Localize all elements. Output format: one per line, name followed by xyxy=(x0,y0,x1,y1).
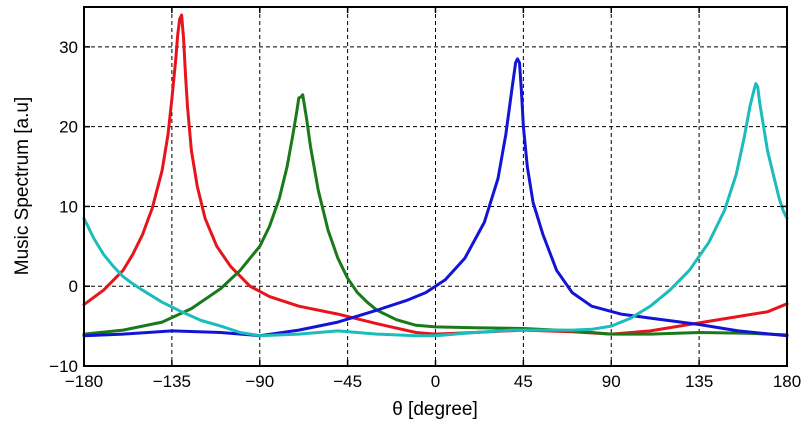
x-tick-label: −90 xyxy=(245,372,274,391)
x-tick-label: −135 xyxy=(153,372,191,391)
x-tick-label: 135 xyxy=(685,372,713,391)
tick-labels: −180 −135 −90 −45 0 45 90 135 180 −10 0 10 20 30 xyxy=(49,38,801,391)
series-group xyxy=(82,13,789,338)
x-tick-label: 45 xyxy=(514,372,533,391)
x-tick-label: 180 xyxy=(773,372,801,391)
x-tick-label: 0 xyxy=(431,372,440,391)
series-line-3 xyxy=(82,57,789,338)
y-tick-label: 10 xyxy=(59,197,78,216)
y-axis-label: Music Spectrum [a.u] xyxy=(12,97,33,275)
x-tick-label: −180 xyxy=(65,372,103,391)
plot-frame xyxy=(83,6,788,367)
y-tick-label: 30 xyxy=(59,38,78,57)
axis-ticks xyxy=(83,7,788,367)
grid-lines xyxy=(84,7,787,366)
y-tick-label: 20 xyxy=(59,118,78,137)
x-axis-label: θ [degree] xyxy=(392,399,478,420)
series-line-4 xyxy=(82,82,789,338)
y-tick-label: −10 xyxy=(49,357,78,376)
x-tick-label: 90 xyxy=(602,372,621,391)
x-tick-label: −45 xyxy=(333,372,362,391)
y-tick-label: 0 xyxy=(69,277,78,296)
